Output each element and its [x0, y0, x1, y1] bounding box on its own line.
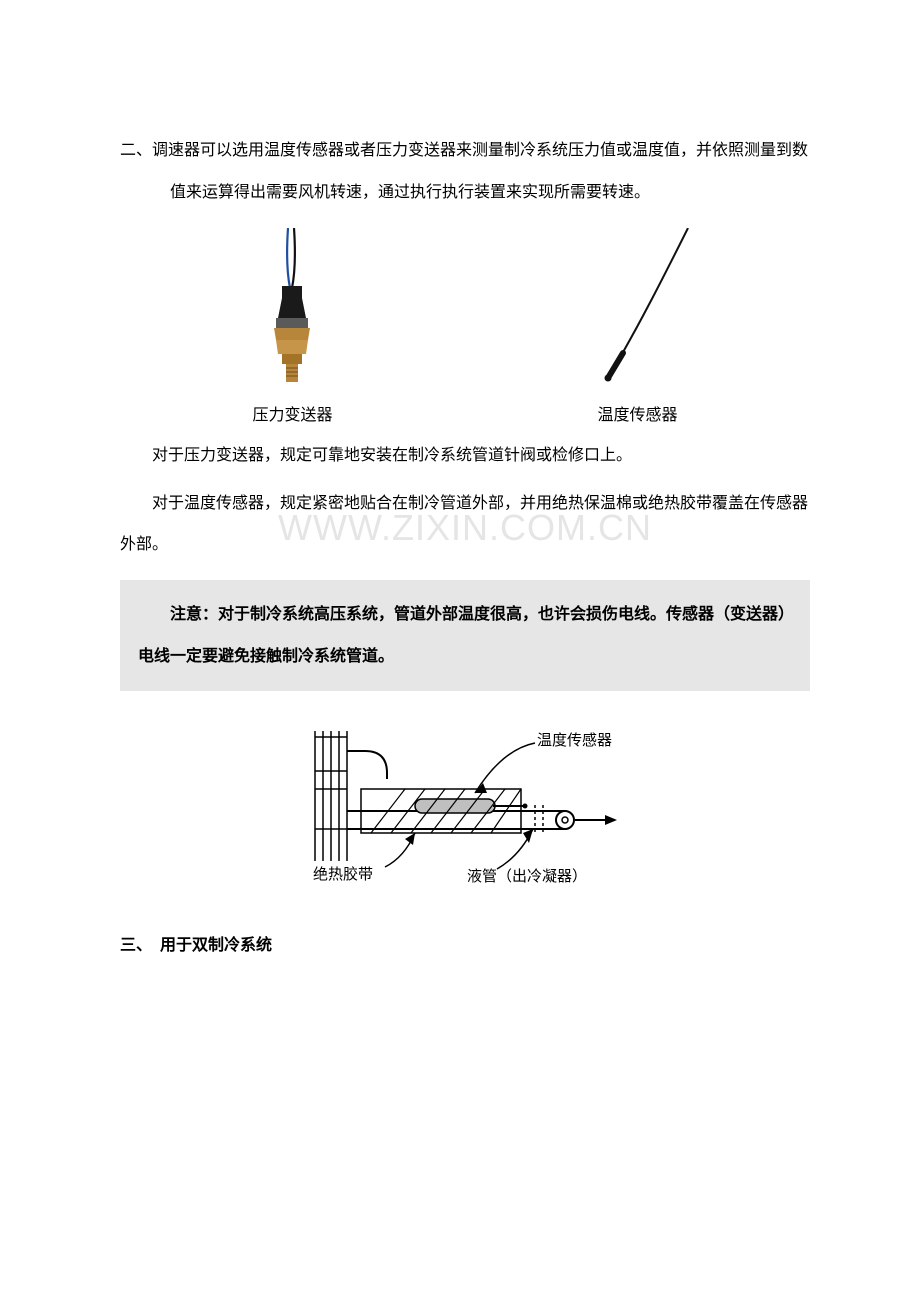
figure-left-caption: 压力变送器	[252, 401, 332, 425]
figure-right-caption: 温度传感器	[597, 401, 677, 425]
section-3-number: 三、	[120, 937, 152, 954]
section-2-para: 二、调速器可以选用温度传感器或者压力变送器来测量制冷系统压力值或温度值，并依照测…	[120, 130, 810, 213]
section-2-text: 调速器可以选用温度传感器或者压力变送器来测量制冷系统压力值或温度值，并依照测量到…	[152, 142, 808, 201]
diagram-label-pipe: 液管（出冷凝器）	[467, 868, 587, 885]
temperature-sensor-image	[558, 233, 718, 393]
diagram-label-tape: 绝热胶带	[313, 866, 373, 883]
pressure-transmitter-image	[213, 233, 373, 393]
para-transmitter: 对于压力变送器，规定可靠地安装在制冷系统管道针阀或检修口上。	[120, 435, 810, 477]
install-diagram: 温度传感器 绝热胶带 液管（出冷凝器）	[120, 711, 810, 891]
page: 二、调速器可以选用温度传感器或者压力变送器来测量制冷系统压力值或温度值，并依照测…	[0, 0, 920, 1055]
notice-box: 注意：对于制冷系统高压系统，管道外部温度很高，也许会损伤电线。传感器（变送器）电…	[120, 580, 810, 691]
para-tempsensor: 对于温度传感器，规定紧密地贴合在制冷管道外部，并用绝热保温棉或绝热胶带覆盖在传感…	[120, 483, 810, 566]
section-2-number: 二、	[120, 142, 152, 159]
section-3-title: 用于双制冷系统	[160, 937, 272, 954]
section-3-heading: 三、 用于双制冷系统	[120, 931, 810, 955]
figure-right: 温度传感器	[558, 233, 718, 425]
diagram-label-sensor: 温度传感器	[537, 732, 612, 749]
figure-left: 压力变送器	[213, 233, 373, 425]
figure-row: 压力变送器 温度传感器	[120, 233, 810, 425]
